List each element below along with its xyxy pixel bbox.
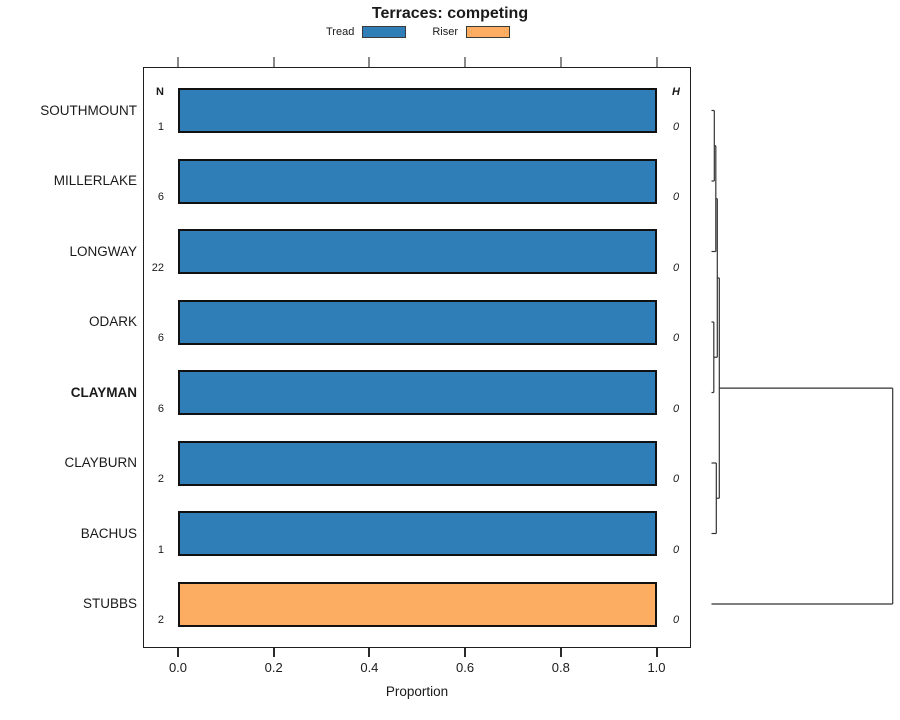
bottom-axis-tick <box>368 648 371 657</box>
category-label: SOUTHMOUNT <box>40 102 137 118</box>
top-axis-tick <box>368 57 371 67</box>
category-label: ODARK <box>88 314 137 329</box>
h-value: 0 <box>672 261 680 274</box>
proportion-bar <box>178 299 657 345</box>
legend: Tread Riser <box>326 26 510 38</box>
h-value: 0 <box>672 191 680 203</box>
proportion-bar <box>178 88 657 133</box>
n-column-header: N <box>156 86 164 98</box>
top-axis-tick <box>559 57 562 67</box>
legend-label-riser: Riser <box>432 26 458 38</box>
bottom-axis-tick <box>177 648 179 657</box>
bottom-axis-tick <box>272 648 275 657</box>
n-value: 2 <box>157 473 164 485</box>
h-column-header: H <box>672 86 680 98</box>
category-label: CLAYBURN <box>64 455 137 470</box>
top-axis-tick <box>464 57 467 67</box>
h-value: 0 <box>672 473 680 485</box>
bottom-axis-tick <box>559 648 562 657</box>
x-tick-label: 0.2 <box>264 660 283 675</box>
bottom-axis-tick <box>464 648 467 657</box>
legend-swatch-tread <box>362 26 407 38</box>
h-value: 0 <box>672 543 680 556</box>
x-tick-label: 1.0 <box>647 660 666 675</box>
top-axis-tick <box>655 57 658 67</box>
proportion-bar <box>178 440 657 486</box>
category-label: STUBBS <box>82 596 137 611</box>
proportion-bar <box>178 229 657 274</box>
top-axis-tick <box>272 57 275 67</box>
x-axis-label: Proportion <box>385 684 449 699</box>
category-label: LONGWAY <box>69 243 137 259</box>
n-value: 6 <box>157 191 164 203</box>
n-value: 1 <box>157 120 164 133</box>
x-tick-label: 0.4 <box>360 660 379 675</box>
h-value: 0 <box>672 332 680 344</box>
n-value: 1 <box>157 543 164 556</box>
x-tick-label: 0.8 <box>551 660 570 675</box>
top-axis-tick <box>177 57 179 67</box>
proportion-bar <box>178 581 657 627</box>
x-tick-label: 0.6 <box>456 660 475 675</box>
proportion-bar <box>178 511 657 556</box>
category-label: MILLERLAKE <box>53 173 137 188</box>
h-value: 0 <box>672 402 680 415</box>
category-label: CLAYMAN <box>70 384 137 400</box>
n-value: 22 <box>151 261 164 274</box>
chart-title: Terraces: competing <box>371 5 529 22</box>
legend-swatch-riser <box>466 26 510 38</box>
n-value: 6 <box>157 332 164 344</box>
plot-box <box>143 67 691 648</box>
bottom-axis-tick <box>655 648 658 657</box>
h-value: 0 <box>672 120 680 133</box>
proportion-bar <box>178 370 657 415</box>
n-value: 6 <box>157 402 164 415</box>
h-value: 0 <box>672 614 680 626</box>
legend-label-tread: Tread <box>326 26 355 38</box>
category-label: BACHUS <box>80 525 137 541</box>
proportion-bar <box>178 158 657 204</box>
x-tick-label: 0.0 <box>168 660 188 675</box>
n-value: 2 <box>157 614 164 626</box>
